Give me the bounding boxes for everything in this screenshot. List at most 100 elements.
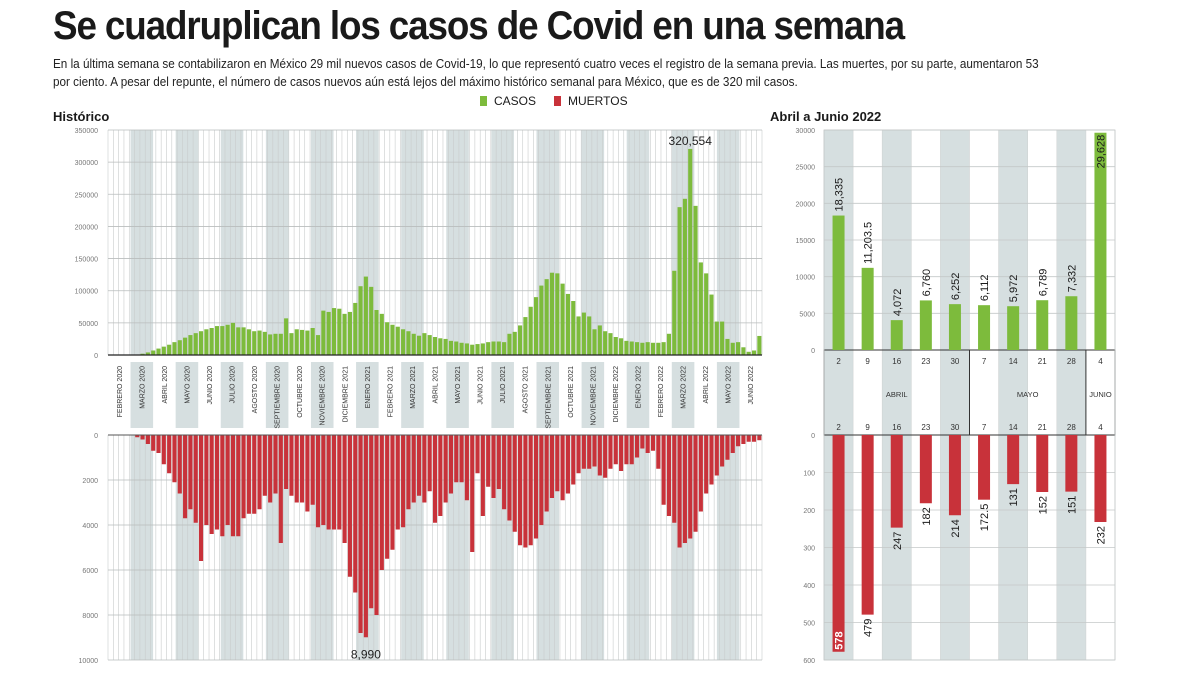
cases-bar xyxy=(427,335,432,355)
cases-y-tick-label: 0 xyxy=(811,348,815,355)
deaths-y-tick-label: 2000 xyxy=(82,478,98,485)
deaths-bar xyxy=(496,435,501,489)
cases-bar xyxy=(746,351,751,355)
month-label: SEPTIEMBRE 2020 xyxy=(275,366,282,429)
cases-y-tick-label: 0 xyxy=(94,353,98,360)
cases-bar xyxy=(337,308,342,355)
cases-bar xyxy=(161,346,166,355)
cases-bar xyxy=(919,300,932,350)
cases-y-tick-label: 5000 xyxy=(799,311,815,318)
cases-bar xyxy=(571,301,576,355)
cases-bar xyxy=(619,338,624,355)
deaths-bar xyxy=(459,435,464,483)
deaths-bar xyxy=(603,435,608,478)
deaths-bar xyxy=(220,435,225,537)
deaths-bar xyxy=(241,435,246,519)
cases-bar xyxy=(406,331,411,355)
cases-bar xyxy=(725,338,730,355)
deaths-value-label: 247 xyxy=(892,532,904,550)
month-band-cases xyxy=(581,130,605,355)
deaths-bar xyxy=(347,435,352,577)
cases-y-tick-label: 100000 xyxy=(75,289,98,296)
deaths-bar xyxy=(183,435,188,519)
cases-bar xyxy=(861,267,874,350)
deaths-bar xyxy=(246,435,251,514)
page-title: Se cuadruplican los casos de Covid en un… xyxy=(53,4,905,48)
deaths-y-tick-label: 10000 xyxy=(79,658,99,665)
month-label: DICIEMBRE 2022 xyxy=(613,366,620,423)
cases-y-tick-label: 25000 xyxy=(796,165,816,172)
deaths-bar xyxy=(369,435,374,609)
cases-bar xyxy=(379,313,384,355)
week-label-bottom: 30 xyxy=(950,423,959,432)
cases-bar xyxy=(369,286,374,355)
deaths-bar xyxy=(151,435,156,451)
cases-y-tick-label: 20000 xyxy=(796,201,816,208)
cases-y-tick-label: 50000 xyxy=(79,321,99,328)
deaths-y-tick-label: 0 xyxy=(811,433,815,440)
month-label: OCTUBRE 2021 xyxy=(568,366,575,418)
cases-bar xyxy=(757,335,762,355)
month-label: JULIO 2020 xyxy=(230,366,237,403)
deaths-bar xyxy=(315,435,321,528)
deaths-bar xyxy=(688,435,693,539)
cases-y-tick-label: 30000 xyxy=(796,128,816,135)
legend-swatch-cases xyxy=(480,96,487,106)
cases-bar xyxy=(220,326,225,355)
cases-bar xyxy=(177,340,182,355)
cases-bar xyxy=(496,341,501,355)
cases-value-label: 5,972 xyxy=(1008,275,1020,303)
deaths-bar xyxy=(198,435,204,561)
cases-bar xyxy=(140,353,145,355)
month-label: FEBRERO 2022 xyxy=(658,366,665,417)
deaths-bar xyxy=(390,435,395,550)
chart-frame xyxy=(823,129,1116,661)
cases-bar xyxy=(1036,300,1049,350)
deaths-bar xyxy=(523,435,528,548)
legend-item-deaths: MUERTOS xyxy=(554,94,628,108)
deaths-bar xyxy=(353,435,358,593)
deaths-bar xyxy=(278,435,283,543)
month-band-labels xyxy=(581,362,605,428)
deaths-value-label: 172.5 xyxy=(979,504,991,532)
cases-bar xyxy=(486,342,491,355)
deaths-bar xyxy=(230,435,236,537)
week-label-top: 21 xyxy=(1038,357,1047,366)
deaths-y-tick-label: 8000 xyxy=(82,613,98,620)
cases-bar xyxy=(629,341,634,355)
deaths-bar xyxy=(145,435,150,444)
deaths-bar xyxy=(268,435,273,503)
cases-bar xyxy=(533,297,539,355)
month-label: JULIO 2021 xyxy=(500,366,507,403)
month-band-cases xyxy=(716,130,740,355)
month-label: MAYO 2022 xyxy=(726,366,733,404)
cases-bar xyxy=(294,329,299,355)
legend-swatch-deaths xyxy=(554,96,562,106)
deaths-bar xyxy=(156,435,161,453)
deaths-bar xyxy=(257,435,262,510)
deaths-bar xyxy=(544,435,549,512)
cases-bar xyxy=(645,342,650,355)
deaths-bar xyxy=(289,435,294,496)
month-band-labels xyxy=(265,362,289,428)
deaths-bar xyxy=(438,435,443,516)
deaths-bar xyxy=(725,435,730,460)
deaths-value-label: 131 xyxy=(1008,488,1020,506)
month-label: JUNIO 2020 xyxy=(207,366,214,405)
cases-value-label: 11,203.5 xyxy=(863,222,875,264)
cases-bar xyxy=(236,327,241,355)
cases-bar xyxy=(459,342,464,355)
deaths-bar xyxy=(592,435,597,467)
deaths-bar xyxy=(321,435,326,525)
month-band-labels xyxy=(536,362,560,428)
month-label: ENERO 2022 xyxy=(635,366,642,409)
deaths-bar xyxy=(656,435,661,469)
month-label: NOVIEMBRE 2021 xyxy=(590,366,597,426)
cases-bar xyxy=(741,347,746,355)
historic-section-label: Histórico xyxy=(53,109,110,124)
cases-y-tick-label: 250000 xyxy=(75,192,98,199)
deaths-bar xyxy=(214,435,220,530)
cases-bar xyxy=(209,328,214,355)
month-label: ENERO 2021 xyxy=(365,366,372,409)
